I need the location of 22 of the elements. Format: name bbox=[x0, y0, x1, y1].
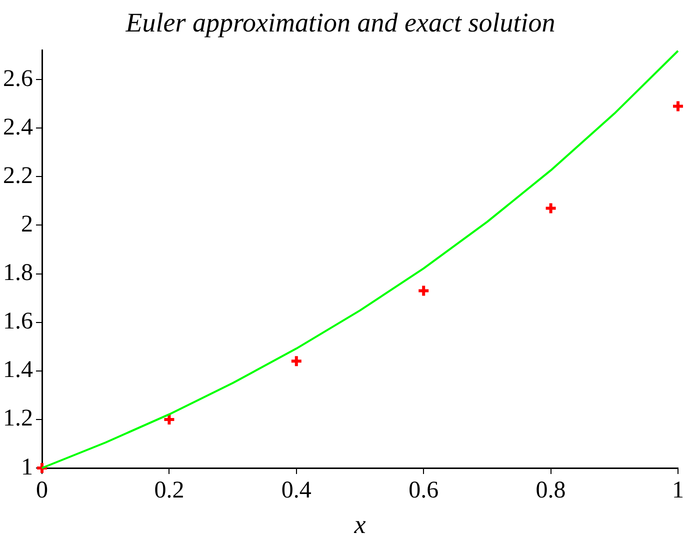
point bbox=[544, 202, 558, 215]
y-tick-label: 1.8 bbox=[3, 260, 33, 286]
y-tick-label: 2.2 bbox=[3, 162, 33, 189]
y-tick-label: 2 bbox=[21, 212, 33, 238]
point bbox=[290, 354, 303, 368]
y-tick-label: 1.2 bbox=[3, 406, 33, 432]
chart-title: Euler approximation and exact solution bbox=[124, 7, 556, 38]
point bbox=[672, 100, 684, 113]
x-tick-label: 0.2 bbox=[154, 478, 184, 504]
point bbox=[162, 412, 176, 426]
y-tick-label: 1 bbox=[21, 454, 33, 480]
y-tick-label: 1.6 bbox=[3, 308, 33, 335]
y-tick-label: 2.4 bbox=[3, 114, 33, 140]
x-tick-label: 0.4 bbox=[281, 478, 312, 504]
x-tick-label: 0 bbox=[36, 478, 48, 504]
x-tick-label: 0.8 bbox=[536, 478, 566, 504]
y-tick-label: 2.6 bbox=[3, 66, 33, 92]
x-tick-label: 0.6 bbox=[408, 478, 439, 504]
point bbox=[417, 284, 430, 298]
y-tick-label: 1.4 bbox=[3, 357, 33, 384]
x-axis-title: x bbox=[353, 510, 366, 540]
x-tick-label: 1 bbox=[672, 478, 684, 504]
